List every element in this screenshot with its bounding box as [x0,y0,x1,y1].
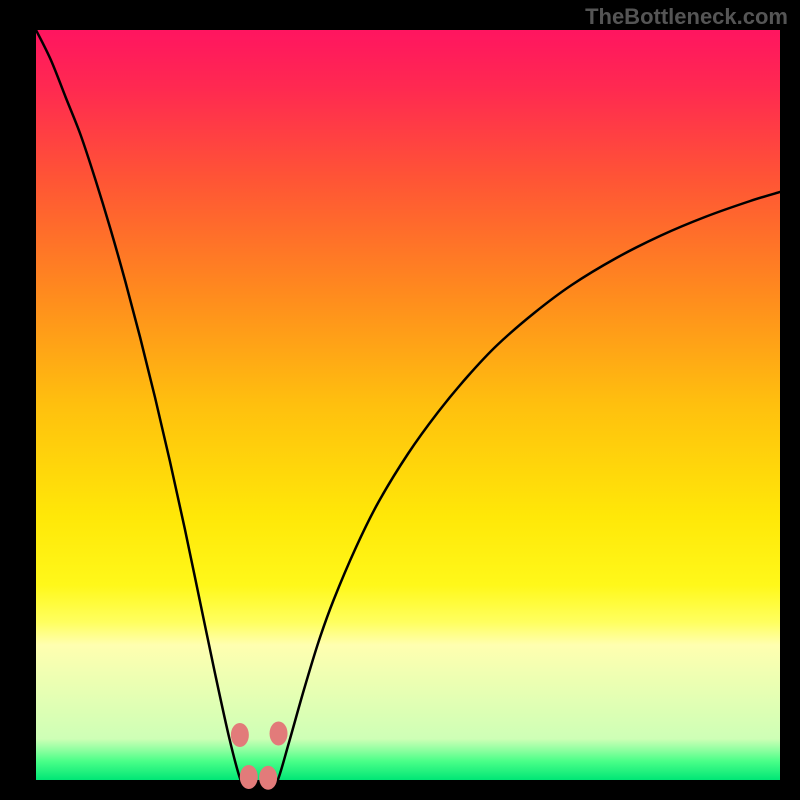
curve-marker [270,722,288,746]
curve-marker [259,766,277,790]
bottleneck-chart [0,0,800,800]
gradient-background [36,30,780,780]
chart-frame: TheBottleneck.com [0,0,800,800]
watermark-text: TheBottleneck.com [585,4,788,30]
curve-marker [240,765,258,789]
curve-marker [231,723,249,747]
